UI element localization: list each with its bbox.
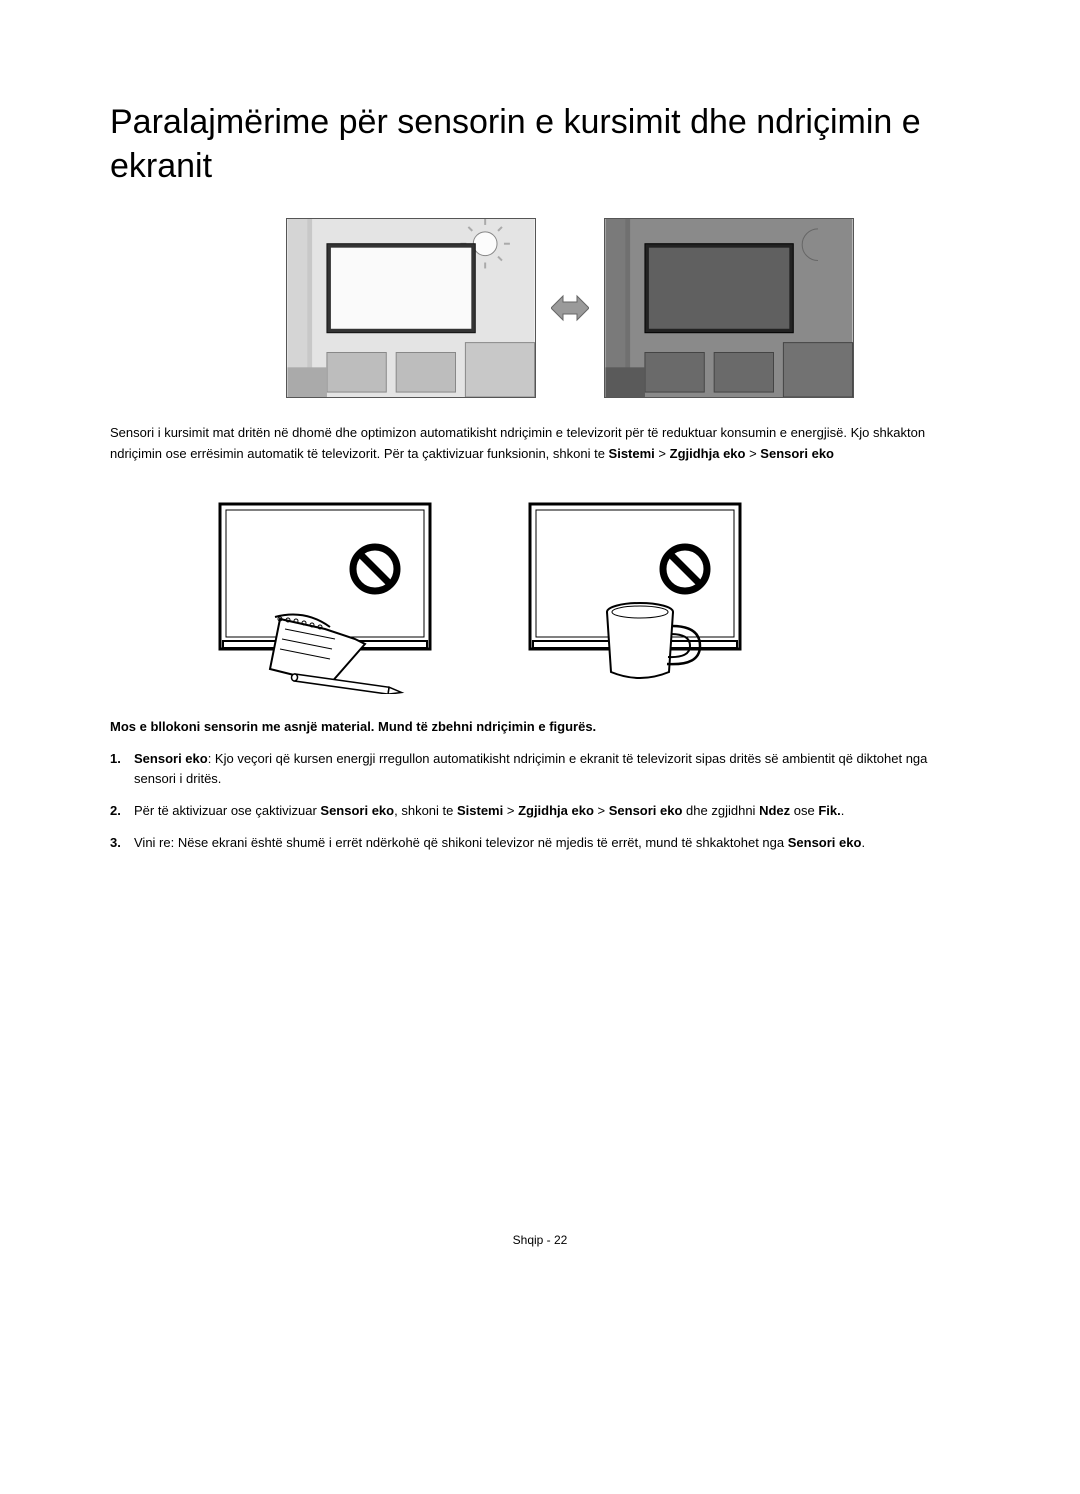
list-item: Për të aktivizuar ose çaktivizuar Sensor…	[110, 801, 970, 821]
item2-b1: Sensori eko	[320, 803, 394, 818]
item2-t2: , shkoni te	[394, 803, 457, 818]
item2-t5: .	[841, 803, 845, 818]
sensor-blocked-notepad-illustration	[200, 494, 450, 694]
item2-b2: Sistemi	[457, 803, 503, 818]
item3-t1: Vini re: Nëse ekrani është shumë i errët…	[134, 835, 788, 850]
item2-t3: dhe zgjidhni	[682, 803, 759, 818]
item2-sep1: >	[503, 803, 518, 818]
item1-bold: Sensori eko	[134, 751, 208, 766]
sensor-warning-text: Mos e bllokoni sensorin me asnjë materia…	[110, 719, 970, 734]
list-item: Sensori eko: Kjo veçori që kursen energj…	[110, 749, 970, 789]
item2-b6: Fik.	[818, 803, 840, 818]
item2-b4: Sensori eko	[609, 803, 683, 818]
item2-b5: Ndez	[759, 803, 790, 818]
item2-sep2: >	[594, 803, 609, 818]
sep: >	[655, 446, 670, 461]
item3-t2: .	[861, 835, 865, 850]
instructions-list: Sensori eko: Kjo veçori që kursen energj…	[110, 749, 970, 854]
page-footer: Shqip - 22	[110, 1233, 970, 1247]
item3-b1: Sensori eko	[788, 835, 862, 850]
item2-t4: ose	[790, 803, 818, 818]
brightness-illustration-row	[170, 218, 970, 398]
bright-room-illustration	[286, 218, 536, 398]
sensor-block-illustration-row	[200, 494, 970, 694]
menu-path-sensori: Sensori eko	[760, 446, 834, 461]
sep: >	[745, 446, 760, 461]
item2-b3: Zgjidhja eko	[518, 803, 594, 818]
dark-room-illustration	[604, 218, 854, 398]
page-title: Paralajmërime për sensorin e kursimit dh…	[110, 100, 970, 188]
list-item: Vini re: Nëse ekrani është shumë i errët…	[110, 833, 970, 853]
swap-arrow-icon	[551, 291, 589, 325]
item2-t1: Për të aktivizuar ose çaktivizuar	[134, 803, 320, 818]
menu-path-sistemi: Sistemi	[609, 446, 655, 461]
intro-paragraph: Sensori i kursimit mat dritën në dhomë d…	[110, 423, 970, 463]
item1-text: : Kjo veçori që kursen energji rregullon…	[134, 751, 927, 786]
menu-path-zgjidhja: Zgjidhja eko	[670, 446, 746, 461]
sensor-blocked-cup-illustration	[510, 494, 760, 694]
